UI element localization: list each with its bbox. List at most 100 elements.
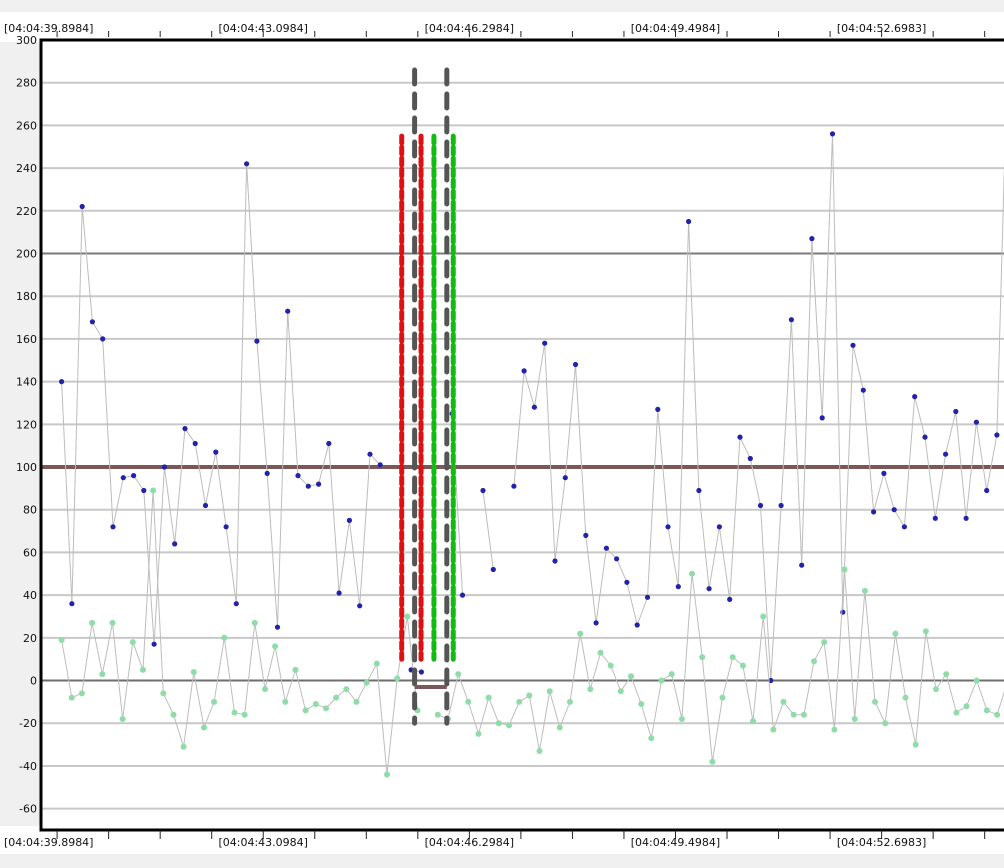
data-point[interactable] (531, 404, 538, 410)
data-point[interactable] (120, 475, 126, 481)
data-point[interactable] (709, 758, 716, 765)
data-point[interactable] (109, 619, 116, 626)
data-point[interactable] (465, 698, 472, 705)
data-point[interactable] (871, 509, 877, 515)
data-point[interactable] (161, 464, 167, 470)
data-point[interactable] (202, 502, 209, 509)
data-point[interactable] (182, 426, 188, 432)
data-point[interactable] (922, 628, 929, 635)
data-point[interactable] (363, 679, 370, 686)
data-point[interactable] (678, 716, 685, 722)
data-point[interactable] (78, 690, 85, 697)
data-point[interactable] (603, 545, 610, 551)
data-point[interactable] (223, 524, 229, 530)
data-point[interactable] (336, 590, 342, 596)
data-point[interactable] (333, 694, 340, 701)
data-point[interactable] (984, 487, 990, 494)
data-point[interactable] (180, 743, 187, 750)
data-point[interactable] (932, 515, 938, 521)
data-point[interactable] (295, 473, 301, 479)
data-point[interactable] (860, 387, 866, 393)
data-point[interactable] (495, 720, 502, 727)
data-point[interactable] (536, 748, 543, 754)
data-point[interactable] (628, 673, 634, 680)
data-point[interactable] (757, 502, 764, 509)
data-point[interactable] (231, 709, 238, 716)
data-point[interactable] (696, 487, 702, 494)
data-point[interactable] (788, 317, 795, 323)
data-point[interactable] (851, 716, 858, 722)
data-point[interactable] (648, 735, 655, 742)
data-point[interactable] (799, 562, 805, 568)
data-point[interactable] (285, 308, 291, 314)
data-point[interactable] (658, 677, 665, 684)
data-point[interactable] (861, 587, 868, 594)
data-point[interactable] (737, 434, 743, 440)
data-point[interactable] (89, 619, 96, 626)
data-point[interactable] (274, 624, 281, 630)
data-point[interactable] (840, 609, 846, 615)
data-point[interactable] (973, 677, 980, 684)
data-point[interactable] (882, 720, 889, 727)
data-point[interactable] (583, 532, 589, 539)
data-point[interactable] (418, 669, 424, 675)
data-point[interactable] (79, 203, 85, 210)
data-point[interactable] (577, 630, 584, 637)
data-point[interactable] (201, 724, 207, 731)
data-point[interactable] (655, 406, 661, 412)
data-point[interactable] (675, 584, 681, 590)
data-point[interactable] (434, 711, 441, 718)
data-point[interactable] (716, 524, 723, 530)
data-point[interactable] (922, 434, 928, 440)
data-point[interactable] (901, 524, 908, 530)
data-point[interactable] (912, 394, 918, 400)
data-point[interactable] (780, 698, 787, 705)
plot-area[interactable] (41, 40, 1004, 830)
data-point[interactable] (323, 705, 329, 712)
data-point[interactable] (800, 711, 807, 718)
data-point[interactable] (516, 698, 523, 705)
data-point[interactable] (254, 338, 260, 344)
data-point[interactable] (953, 408, 959, 415)
data-point[interactable] (770, 726, 777, 733)
data-point[interactable] (521, 368, 527, 374)
data-point[interactable] (213, 449, 219, 455)
data-point[interactable] (357, 603, 363, 609)
data-point[interactable] (821, 639, 828, 646)
data-point[interactable] (872, 698, 878, 705)
data-point[interactable] (739, 662, 746, 669)
data-point[interactable] (831, 726, 838, 733)
data-point[interactable] (597, 649, 604, 656)
data-point[interactable] (89, 319, 95, 325)
data-point[interactable] (251, 619, 258, 626)
data-point[interactable] (811, 658, 817, 665)
data-point[interactable] (686, 218, 692, 225)
data-point[interactable] (668, 671, 675, 678)
data-point[interactable] (572, 361, 579, 368)
data-point[interactable] (305, 483, 311, 489)
data-point[interactable] (59, 379, 65, 385)
data-point[interactable] (902, 694, 909, 701)
data-point[interactable] (110, 524, 116, 530)
data-point[interactable] (593, 620, 599, 626)
data-point[interactable] (542, 340, 548, 346)
data-point[interactable] (131, 473, 137, 479)
data-point[interactable] (881, 470, 887, 476)
data-point[interactable] (526, 692, 533, 699)
data-point[interactable] (556, 724, 563, 731)
data-point[interactable] (891, 507, 897, 513)
data-point[interactable] (68, 694, 75, 701)
data-point[interactable] (607, 662, 614, 669)
data-point[interactable] (244, 161, 250, 167)
data-point[interactable] (404, 613, 411, 620)
data-point[interactable] (172, 541, 178, 547)
data-point[interactable] (373, 660, 380, 667)
data-point[interactable] (760, 613, 767, 620)
data-point[interactable] (58, 637, 65, 643)
data-point[interactable] (150, 487, 157, 494)
data-point[interactable] (587, 686, 594, 693)
data-point[interactable] (892, 630, 899, 637)
data-point[interactable] (455, 671, 462, 678)
data-point[interactable] (190, 669, 197, 675)
data-point[interactable] (367, 451, 373, 457)
